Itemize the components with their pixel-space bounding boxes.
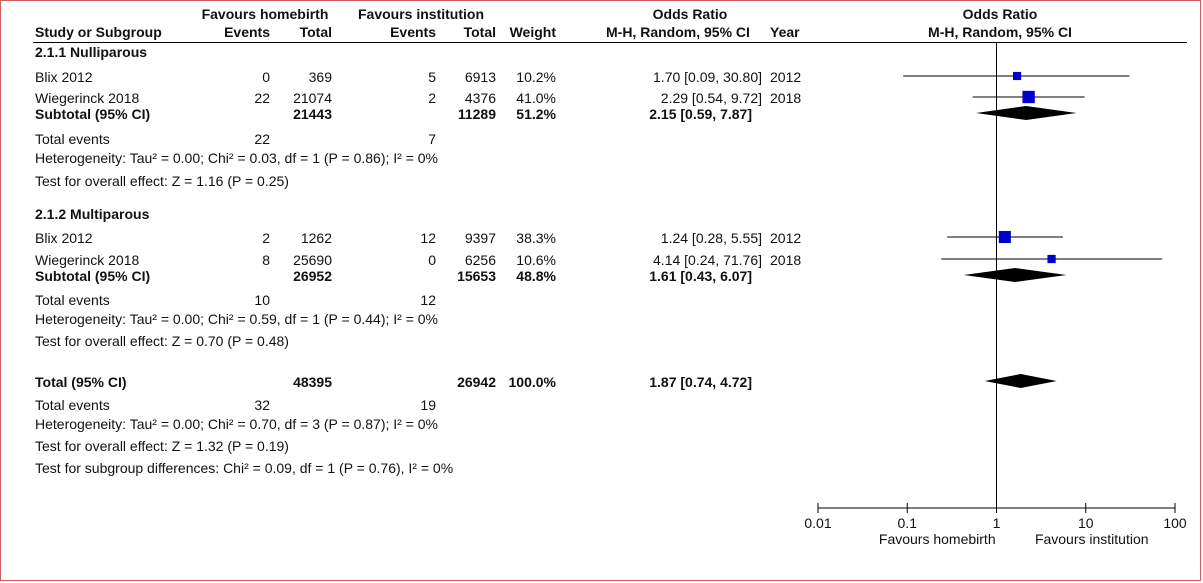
subtotal-total-home: 26952	[293, 268, 332, 284]
subtotal-total-home: 21443	[293, 106, 332, 122]
events-inst: 2	[428, 90, 436, 106]
header-study: Study or Subgroup	[35, 24, 162, 40]
overall-effect-text: Test for overall effect: Z = 1.16 (P = 0…	[35, 173, 289, 189]
plot-title: Odds Ratio	[962, 6, 1038, 22]
year: 2012	[770, 69, 802, 85]
study-marker	[1012, 71, 1022, 81]
x-tick-label: 0.1	[898, 515, 918, 531]
events-home: 22	[254, 90, 270, 106]
total-weight: 100.0%	[508, 374, 556, 390]
total-events-inst: 19	[420, 397, 436, 413]
subtotal-label: Subtotal (95% CI)	[35, 106, 151, 122]
total-home: 1262	[300, 230, 332, 246]
total-total-home: 48395	[293, 374, 332, 390]
study-marker	[998, 230, 1011, 244]
favours-left-label: Favours homebirth	[879, 531, 996, 547]
weight: 38.3%	[516, 230, 556, 246]
header-group-institution: Favours institution	[358, 6, 484, 22]
year: 2018	[770, 90, 802, 106]
header-group-homebirth: Favours homebirth	[201, 6, 329, 22]
ci-text: 1.70 [0.09, 30.80]	[653, 69, 762, 85]
ci-text: 1.24 [0.28, 5.55]	[660, 230, 762, 246]
total-events-label: Total events	[35, 292, 110, 308]
subtotal-label: Subtotal (95% CI)	[35, 268, 151, 284]
header-total-home: Total	[299, 24, 332, 40]
header-weight: Weight	[509, 24, 556, 40]
weight: 10.6%	[516, 252, 556, 268]
subtotal-total-inst: 11289	[457, 106, 496, 122]
plot-method: M-H, Random, 95% CI	[928, 24, 1072, 40]
header-rule	[33, 42, 1187, 43]
x-tick-label: 10	[1078, 515, 1094, 531]
total-events-inst: 12	[420, 292, 436, 308]
total-events-home: 32	[254, 397, 270, 413]
year: 2012	[770, 230, 802, 246]
total-inst: 9397	[464, 230, 496, 246]
weight: 10.2%	[516, 69, 556, 85]
summary-diamond	[976, 106, 1077, 120]
total-inst: 4376	[464, 90, 496, 106]
ci-text: 4.14 [0.24, 71.76]	[653, 252, 762, 268]
events-home: 2	[262, 230, 270, 246]
header-odds-ratio: Odds Ratio	[652, 6, 728, 22]
subtotal-ci-text: 1.61 [0.43, 6.07]	[649, 268, 752, 284]
total-inst: 6913	[464, 69, 496, 85]
overall-effect-text: Test for overall effect: Z = 0.70 (P = 0…	[35, 333, 289, 349]
total-label: Total (95% CI)	[35, 374, 127, 390]
total-inst: 6256	[464, 252, 496, 268]
header-events-inst: Events	[390, 24, 436, 40]
header-events-home: Events	[224, 24, 270, 40]
total-home: 21074	[293, 90, 332, 106]
heterogeneity-text: Heterogeneity: Tau² = 0.00; Chi² = 0.70,…	[35, 416, 438, 432]
ci-text: 2.29 [0.54, 9.72]	[660, 90, 762, 106]
header-method: M-H, Random, 95% CI	[606, 24, 750, 40]
year: 2018	[770, 252, 802, 268]
subtotal-total-inst: 15653	[457, 268, 496, 284]
x-tick-label: 100	[1163, 515, 1187, 531]
total-events-label: Total events	[35, 131, 110, 147]
total-events-label: Total events	[35, 397, 110, 413]
subtotal-ci-text: 2.15 [0.59, 7.87]	[649, 106, 752, 122]
heterogeneity-text: Heterogeneity: Tau² = 0.00; Chi² = 0.59,…	[35, 311, 438, 327]
favours-right-label: Favours institution	[1035, 531, 1149, 547]
total-events-home: 10	[254, 292, 270, 308]
summary-diamond	[963, 268, 1067, 282]
study-marker	[1022, 90, 1035, 104]
header-total-inst: Total	[463, 24, 496, 40]
events-home: 0	[262, 69, 270, 85]
overall-effect-text: Test for overall effect: Z = 1.32 (P = 0…	[35, 438, 289, 454]
summary-diamond	[984, 374, 1057, 388]
x-tick-label: 1	[993, 515, 1001, 531]
total-ci-text: 1.87 [0.74, 4.72]	[649, 374, 752, 390]
total-events-inst: 7	[428, 131, 436, 147]
events-inst: 0	[428, 252, 436, 268]
events-home: 8	[262, 252, 270, 268]
x-tick-label: 0.01	[804, 515, 831, 531]
total-total-inst: 26942	[457, 374, 496, 390]
subgroup-diff-text: Test for subgroup differences: Chi² = 0.…	[35, 460, 454, 476]
subgroup-title: 2.1.1 Nulliparous	[35, 44, 148, 60]
heterogeneity-text: Heterogeneity: Tau² = 0.00; Chi² = 0.03,…	[35, 150, 438, 166]
weight: 41.0%	[516, 90, 556, 106]
study-name: Wiegerinck 2018	[35, 252, 140, 268]
study-name: Blix 2012	[35, 69, 93, 85]
subtotal-weight: 48.8%	[516, 268, 556, 284]
events-inst: 12	[420, 230, 436, 246]
total-events-home: 22	[254, 131, 270, 147]
header-year: Year	[770, 24, 800, 40]
study-name: Wiegerinck 2018	[35, 90, 140, 106]
subtotal-weight: 51.2%	[516, 106, 556, 122]
study-name: Blix 2012	[35, 230, 93, 246]
subgroup-title: 2.1.2 Multiparous	[35, 206, 150, 222]
total-home: 25690	[293, 252, 332, 268]
total-home: 369	[308, 69, 332, 85]
study-marker	[1047, 254, 1056, 264]
events-inst: 5	[428, 69, 436, 85]
